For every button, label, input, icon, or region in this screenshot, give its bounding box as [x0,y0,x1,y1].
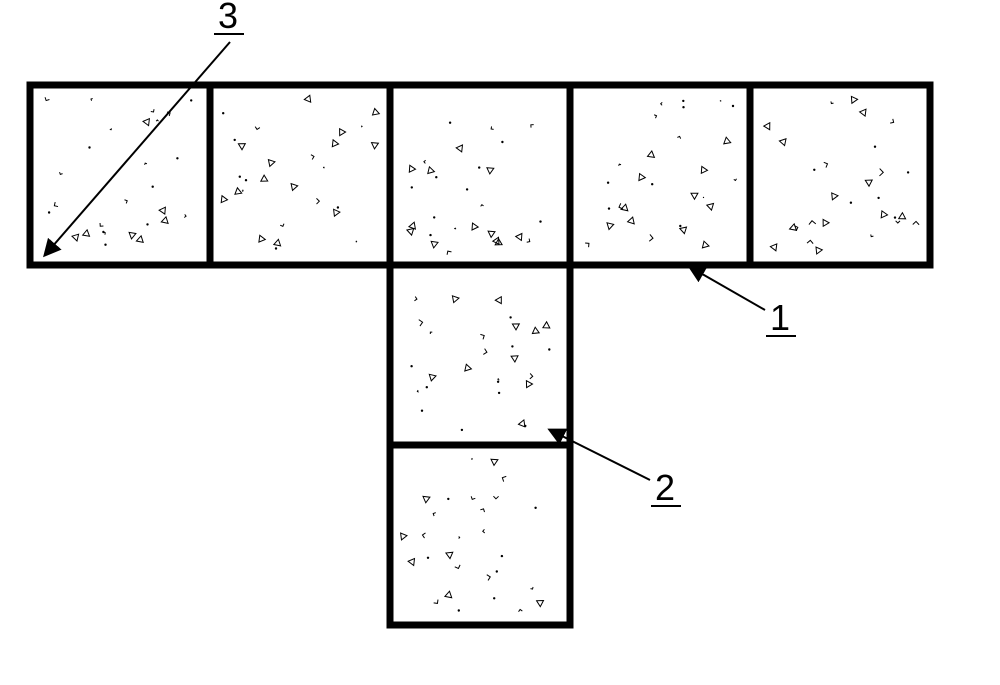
leader-l1 [690,267,765,310]
cell-4 [750,85,930,265]
label-l3: 3 [218,0,238,36]
diagram-canvas: 3 1 2 [0,0,1000,685]
cell-6 [390,445,570,625]
cell-2 [390,85,570,265]
label-l2: 2 [655,467,675,508]
cell-1 [210,85,390,265]
cell-0 [30,85,210,265]
cell-3 [570,85,750,265]
cell-5 [390,265,570,445]
label-l1: 1 [770,297,790,338]
cells-group [30,85,930,625]
